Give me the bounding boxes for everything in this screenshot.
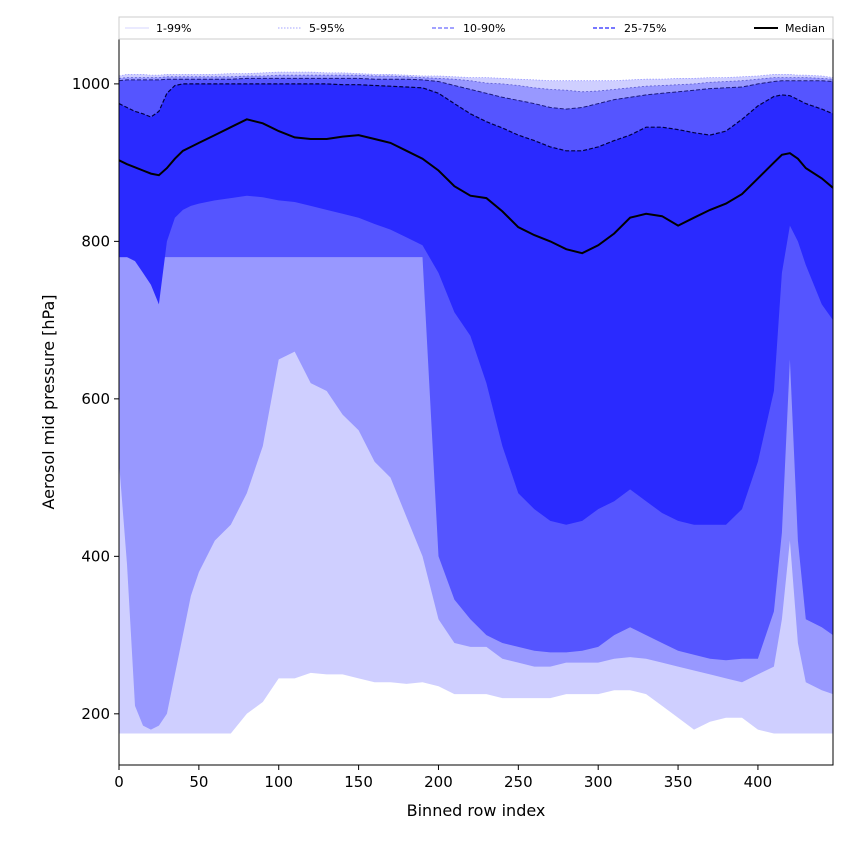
x-tick-label: 0 bbox=[114, 773, 124, 791]
x-tick-label: 250 bbox=[504, 773, 533, 791]
legend-label: 10-90% bbox=[463, 22, 505, 35]
median-line bbox=[119, 118, 833, 255]
x-tick-label: 400 bbox=[744, 773, 773, 791]
y-axis-title: Aerosol mid pressure [hPa] bbox=[39, 294, 58, 509]
legend-label: 25-75% bbox=[624, 22, 666, 35]
x-axis-title: Binned row index bbox=[407, 801, 546, 820]
x-tick-label: 100 bbox=[264, 773, 293, 791]
y-tick-label: 200 bbox=[81, 705, 110, 723]
x-tick-label: 50 bbox=[189, 773, 208, 791]
legend-label: Median bbox=[785, 22, 825, 35]
x-tick-label: 150 bbox=[344, 773, 373, 791]
band-edge-10-90pct bbox=[119, 77, 833, 110]
y-tick-label: 600 bbox=[81, 390, 110, 408]
x-tick-label: 300 bbox=[584, 773, 613, 791]
legend-box bbox=[118, 16, 834, 40]
y-tick-label: 400 bbox=[81, 547, 110, 565]
y-tick-label: 1000 bbox=[72, 75, 110, 93]
x-tick-label: 200 bbox=[424, 773, 453, 791]
band-edge-1-99pct bbox=[119, 71, 833, 82]
legend-label: 5-95% bbox=[309, 22, 344, 35]
x-tick-label: 350 bbox=[664, 773, 693, 791]
y-tick-label: 800 bbox=[81, 232, 110, 250]
band-edge-5-95pct bbox=[119, 74, 833, 93]
legend-label: 1-99% bbox=[156, 22, 191, 35]
band-25-75pct bbox=[119, 83, 833, 525]
